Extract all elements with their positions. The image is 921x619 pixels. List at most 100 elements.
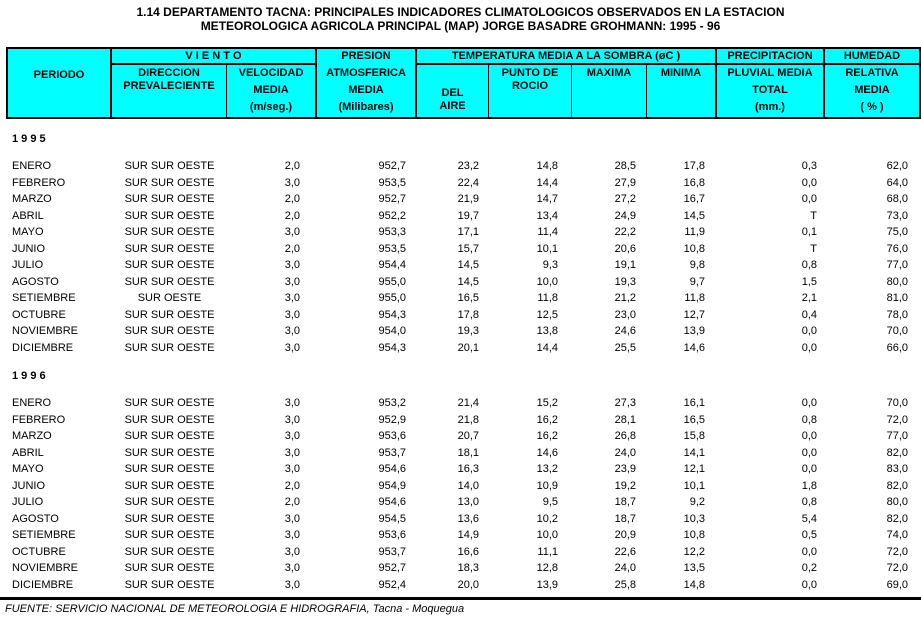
cell-minima: 12,1 — [683, 463, 705, 475]
cell-maxima: 20,9 — [614, 529, 636, 541]
cell-minima: 16,1 — [683, 397, 705, 409]
cell-periodo: SETIEMBRE — [12, 529, 76, 541]
title-line-2: METEOROLOGICA AGRICOLA PRINCIPAL (MAP) J… — [200, 18, 721, 33]
cell-humedad: 82,0 — [886, 479, 908, 492]
cell-temp-aire: 18,1 — [457, 446, 479, 459]
cell-precipitacion: 0,8 — [801, 496, 817, 508]
cell-precipitacion: T — [810, 209, 817, 222]
cell-periodo: ENERO — [12, 397, 52, 409]
cell-punto-rocio: 10,9 — [536, 479, 558, 492]
table-row: FEBRERO SUR SUR OESTE 3,0 952,9 21,8 16,… — [8, 412, 921, 429]
cell-minima: 16,7 — [683, 193, 705, 205]
cell-precipitacion: 0,4 — [801, 308, 817, 321]
footer: FUENTE: SERVICIO NACIONAL DE METEOROLOGI… — [0, 597, 921, 619]
cell-precipitacion: 0,5 — [801, 529, 817, 541]
cell-direccion: SUR OESTE — [137, 292, 202, 304]
table-body: 1 9 9 5 ENERO SUR SUR OESTE 2,0 952,7 23… — [6, 119, 921, 593]
cell-temp-aire: 21,9 — [457, 193, 479, 205]
cell-velocidad: 3,0 — [284, 275, 300, 288]
cell-maxima: 24,0 — [614, 446, 636, 459]
cell-punto-rocio: 14,6 — [536, 446, 558, 459]
cell-velocidad: 3,0 — [284, 413, 300, 426]
cell-maxima: 19,3 — [614, 275, 636, 288]
table-row: SETIEMBRE SUR SUR OESTE 3,0 953,6 14,9 1… — [8, 527, 921, 544]
cell-maxima: 21,2 — [614, 292, 636, 304]
cell-maxima: 25,5 — [614, 341, 636, 354]
cell-humedad: 77,0 — [886, 430, 908, 442]
cell-velocidad: 3,0 — [284, 226, 300, 238]
cell-minima: 14,8 — [683, 578, 705, 591]
cell-punto-rocio: 13,2 — [536, 463, 558, 475]
cell-humedad: 75,0 — [886, 226, 908, 238]
cell-maxima: 28,5 — [614, 160, 636, 172]
cell-precipitacion: 0,1 — [801, 226, 817, 238]
cell-maxima: 23,0 — [614, 308, 636, 321]
cell-direccion: SUR SUR OESTE — [124, 446, 215, 459]
cell-velocidad: 3,0 — [284, 292, 300, 304]
cell-precipitacion: 0,0 — [801, 325, 817, 337]
cell-minima: 9,7 — [689, 275, 705, 288]
cell-minima: 12,7 — [683, 308, 705, 321]
cell-periodo: ABRIL — [12, 209, 44, 222]
header-maxima: MAXIMA — [572, 65, 647, 117]
cell-minima: 11,8 — [684, 292, 705, 304]
cell-humedad: 76,0 — [886, 242, 908, 255]
cell-temp-aire: 16,5 — [457, 292, 479, 304]
cell-minima: 10,3 — [683, 512, 705, 525]
cell-temp-aire: 14,5 — [457, 275, 479, 288]
header-presion: PRESION ATMOSFERICA MEDIA (Milibares) — [317, 49, 417, 117]
cell-humedad: 66,0 — [886, 341, 908, 354]
cell-maxima: 22,6 — [614, 545, 636, 558]
table-row: ABRIL SUR SUR OESTE 2,0 952,2 19,7 13,4 … — [8, 208, 921, 225]
page: 1.14 DEPARTAMENTO TACNA: PRINCIPALES IND… — [0, 0, 921, 33]
cell-precipitacion: 0,8 — [801, 259, 817, 271]
cell-direccion: SUR SUR OESTE — [124, 430, 215, 442]
header-temperatura-label: TEMPERATURA MEDIA A LA SOMBRA (øC ) — [451, 49, 681, 62]
cell-maxima: 19,2 — [614, 479, 636, 492]
cell-presion: 954,3 — [378, 308, 406, 321]
cell-precipitacion: 0,0 — [801, 545, 817, 558]
cell-precipitacion: 0,8 — [801, 413, 817, 426]
cell-minima: 15,8 — [683, 430, 705, 442]
cell-presion: 953,6 — [378, 430, 406, 442]
cell-punto-rocio: 10,0 — [536, 529, 558, 541]
cell-temp-aire: 21,8 — [457, 413, 479, 426]
cell-precipitacion: 0,0 — [801, 193, 817, 205]
cell-humedad: 72,0 — [886, 562, 908, 574]
cell-velocidad: 3,0 — [284, 325, 300, 337]
cell-punto-rocio: 14,8 — [536, 160, 558, 172]
cell-punto-rocio: 14,7 — [536, 193, 558, 205]
cell-humedad: 68,0 — [886, 193, 908, 205]
cell-humedad: 80,0 — [886, 496, 908, 508]
cell-maxima: 27,2 — [614, 193, 636, 205]
cell-maxima: 23,9 — [614, 463, 636, 475]
cell-minima: 16,8 — [683, 176, 705, 189]
table-row: MAYO SUR SUR OESTE 3,0 953,3 17,1 11,4 2… — [8, 224, 921, 241]
cell-direccion: SUR SUR OESTE — [124, 259, 215, 271]
cell-presion: 952,7 — [378, 562, 406, 574]
table-row: MAYO SUR SUR OESTE 3,0 954,6 16,3 13,2 2… — [8, 461, 921, 478]
cell-presion: 954,3 — [378, 341, 406, 354]
header-humedad: HUMEDAD — [825, 49, 919, 65]
cell-direccion: SUR SUR OESTE — [124, 308, 215, 321]
cell-temp-aire: 13,0 — [457, 496, 479, 508]
cell-velocidad: 3,0 — [284, 529, 300, 541]
cell-temp-aire: 15,7 — [457, 242, 479, 255]
cell-presion: 954,5 — [378, 512, 406, 525]
cell-maxima: 25,8 — [614, 578, 636, 591]
cell-humedad: 82,0 — [886, 446, 908, 459]
cell-presion: 953,6 — [378, 529, 406, 541]
cell-direccion: SUR SUR OESTE — [124, 479, 215, 492]
cell-punto-rocio: 10,1 — [536, 242, 558, 255]
cell-velocidad: 2,0 — [284, 479, 300, 492]
cell-maxima: 27,9 — [614, 176, 636, 189]
cell-presion: 952,4 — [378, 578, 406, 591]
cell-maxima: 18,7 — [614, 496, 636, 508]
cell-minima: 14,6 — [683, 341, 705, 354]
cell-humedad: 74,0 — [886, 529, 908, 541]
year-label: 1 9 9 6 — [12, 370, 46, 382]
cell-direccion: SUR SUR OESTE — [124, 496, 215, 508]
cell-punto-rocio: 15,2 — [536, 397, 558, 409]
cell-minima: 14,1 — [683, 446, 705, 459]
cell-velocidad: 3,0 — [284, 259, 300, 271]
